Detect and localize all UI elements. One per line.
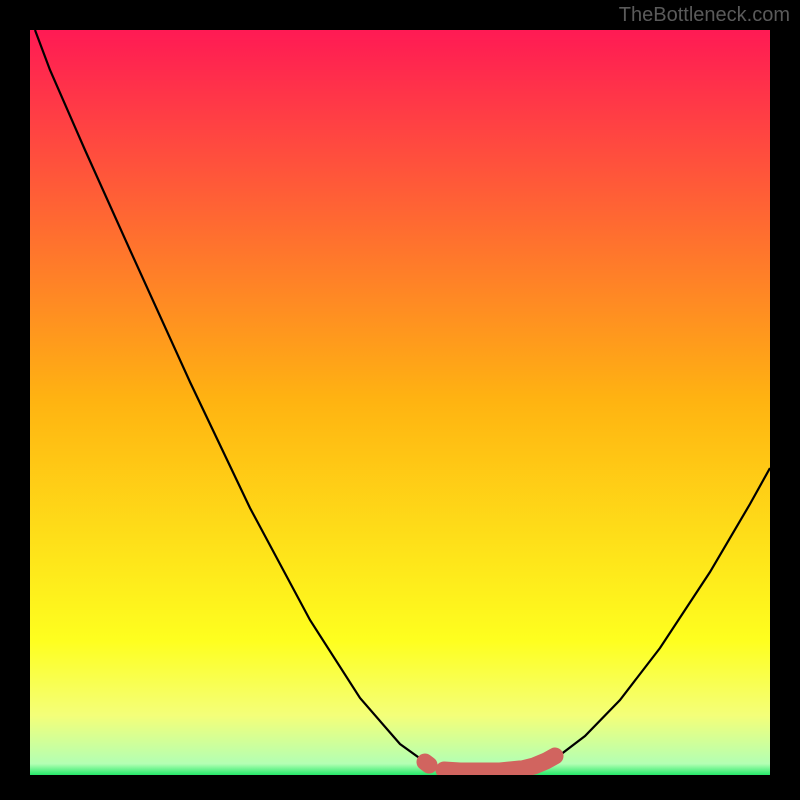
highlight-segment	[425, 762, 429, 765]
highlight-segment	[522, 756, 555, 769]
highlight-segment	[444, 769, 520, 771]
bottleneck-curve	[35, 30, 770, 771]
chart-plot-area	[30, 30, 770, 775]
highlight-range	[425, 756, 555, 771]
chart-svg	[30, 30, 770, 775]
attribution-text: TheBottleneck.com	[619, 4, 790, 27]
